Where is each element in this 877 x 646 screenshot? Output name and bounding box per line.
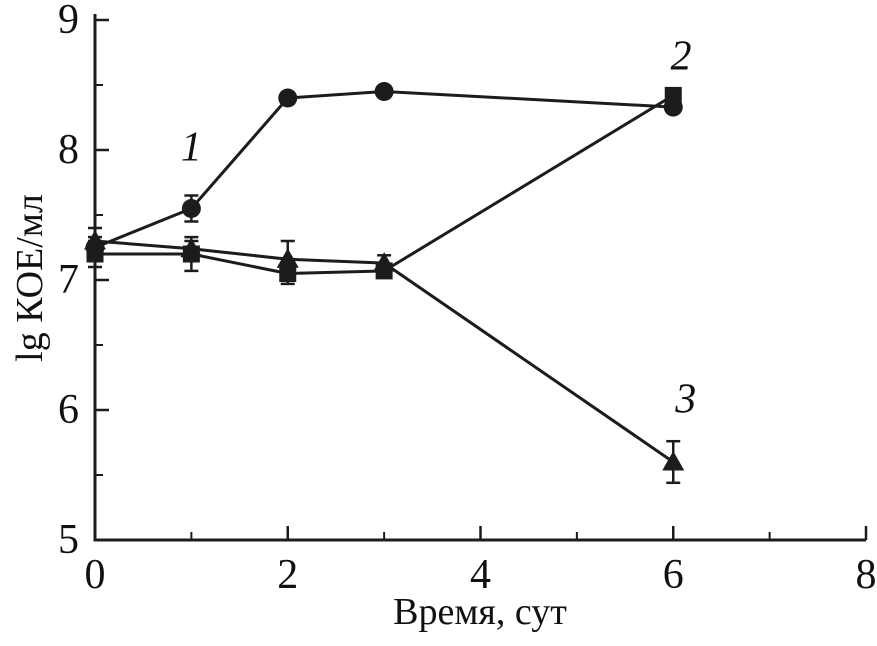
data-point-square bbox=[664, 86, 682, 104]
data-point-triangle bbox=[276, 248, 299, 268]
y-tick-label: 5 bbox=[58, 517, 79, 563]
y-tick-label: 8 bbox=[58, 127, 79, 173]
data-point-circle bbox=[181, 199, 201, 218]
data-point-triangle bbox=[662, 451, 685, 471]
x-axis-label: Время, сут bbox=[393, 591, 567, 633]
series-label-3: 3 bbox=[674, 377, 696, 423]
x-tick-label: 6 bbox=[663, 552, 684, 598]
x-tick-label: 0 bbox=[85, 552, 106, 598]
y-tick-label: 7 bbox=[58, 257, 79, 303]
data-point-triangle bbox=[180, 237, 203, 258]
y-tick-label: 6 bbox=[58, 387, 79, 433]
x-tick-label: 2 bbox=[277, 552, 298, 598]
series-1 bbox=[85, 82, 683, 260]
data-point-circle bbox=[278, 88, 298, 108]
series-3 bbox=[84, 226, 685, 485]
x-tick-label: 8 bbox=[856, 552, 877, 598]
data-point-triangle bbox=[373, 252, 396, 272]
series-label-1: 1 bbox=[181, 124, 202, 170]
x-tick-label: 4 bbox=[470, 552, 491, 598]
y-axis-label: lg КОЕ/мл bbox=[9, 194, 51, 362]
series-label-2: 2 bbox=[670, 33, 691, 79]
y-tick-label: 9 bbox=[58, 0, 79, 43]
data-point-circle bbox=[374, 82, 394, 101]
data-point-triangle bbox=[84, 230, 106, 250]
